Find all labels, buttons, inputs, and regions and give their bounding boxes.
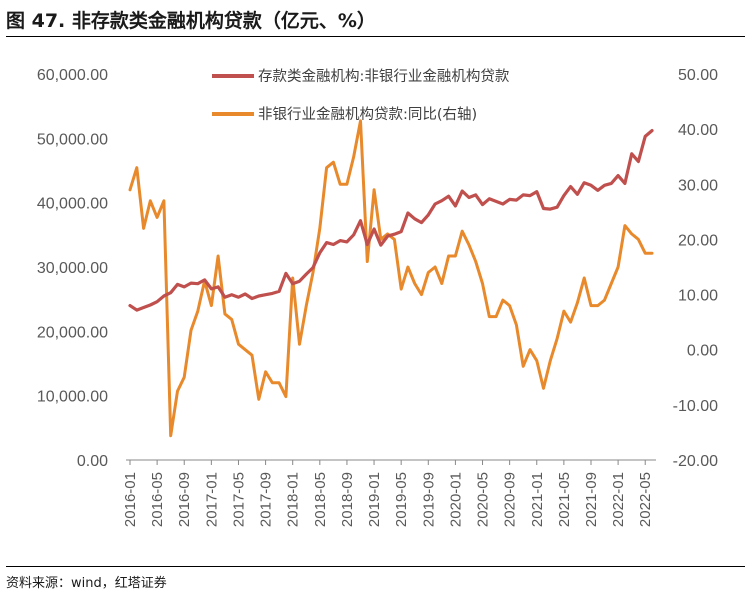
source-rule xyxy=(6,566,745,567)
y-left-tick-label: 50,000.00 xyxy=(37,131,108,148)
x-tick-label: 2016-09 xyxy=(176,472,193,527)
y-axis-left: 0.00 10,000.00 20,000.00 30,000.00 40,000.00… xyxy=(37,67,108,470)
y-left-tick-label: 40,000.00 xyxy=(37,196,108,213)
x-tick-label: 2019-09 xyxy=(420,472,437,527)
x-tick-label: 2021-09 xyxy=(583,472,600,527)
legend-label: 存款类金融机构:非银行业金融机构贷款 xyxy=(258,68,510,85)
x-axis: 2016-01 2016-05 2016-09 2017-01 2017-05 2017-… xyxy=(122,460,654,527)
y-left-tick-label: 20,000.00 xyxy=(37,324,108,341)
x-tick-label: 2019-01 xyxy=(366,472,383,527)
y-axis-right: -20.00 -10.00 0.00 10.00 20.00 30.00 40.00 50.0… xyxy=(673,67,718,470)
y-right-tick-label: 30.00 xyxy=(678,177,718,194)
series-line-yoy xyxy=(128,119,654,438)
x-tick-label: 2016-05 xyxy=(149,472,166,527)
x-tick-label: 2018-05 xyxy=(312,472,329,527)
y-right-tick-label: 10.00 xyxy=(678,288,718,305)
x-tick-label: 2021-01 xyxy=(529,472,546,527)
y-right-tick-label: 50.00 xyxy=(678,67,718,84)
x-tick-label: 2018-09 xyxy=(339,472,356,527)
x-tick-label: 2018-01 xyxy=(285,472,302,527)
y-right-tick-label: 20.00 xyxy=(678,232,718,249)
chart-title: 图 47. 非存款类金融机构贷款（亿元、%） xyxy=(6,10,376,32)
legend-label: 非银行业金融机构贷款:同比(右轴) xyxy=(258,106,477,123)
x-tick-label: 2016-01 xyxy=(122,472,139,527)
x-tick-label: 2017-09 xyxy=(258,472,275,527)
plot-area xyxy=(128,119,654,438)
y-left-tick-label: 60,000.00 xyxy=(37,67,108,84)
x-tick-label: 2019-05 xyxy=(393,472,410,527)
source-note: 资料来源：wind，红塔证券 xyxy=(6,576,167,591)
y-left-tick-label: 0.00 xyxy=(77,453,108,470)
x-tick-label: 2022-05 xyxy=(637,472,654,527)
x-tick-label: 2020-05 xyxy=(475,472,492,527)
x-tick-label: 2021-05 xyxy=(556,472,573,527)
y-right-tick-label: 0.00 xyxy=(687,343,718,360)
x-tick-label: 2017-01 xyxy=(203,472,220,527)
x-tick-label: 2020-01 xyxy=(447,472,464,527)
x-tick-label: 2020-09 xyxy=(502,472,519,527)
y-right-tick-label: -10.00 xyxy=(673,398,718,415)
y-left-tick-label: 10,000.00 xyxy=(37,389,108,406)
y-right-tick-label: -20.00 xyxy=(673,453,718,470)
y-right-tick-label: 40.00 xyxy=(678,122,718,139)
title-rule xyxy=(6,36,745,37)
chart: 0.00 10,000.00 20,000.00 30,000.00 40,000.00… xyxy=(37,67,718,527)
x-tick-label: 2017-05 xyxy=(230,472,247,527)
x-tick-label: 2022-01 xyxy=(610,472,627,527)
y-left-tick-label: 30,000.00 xyxy=(37,260,108,277)
series-line-loans xyxy=(128,129,654,312)
